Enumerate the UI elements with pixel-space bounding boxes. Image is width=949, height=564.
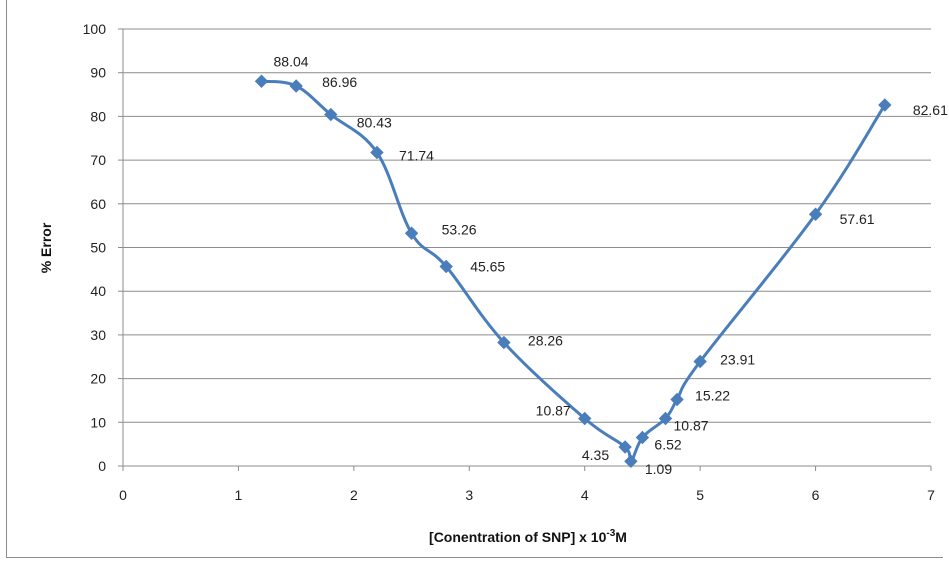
data-markers bbox=[254, 74, 892, 468]
data-point-marker bbox=[658, 411, 673, 426]
y-tick-label: 50 bbox=[90, 240, 106, 256]
data-point-marker bbox=[808, 207, 823, 221]
data-label: 71.74 bbox=[399, 147, 434, 163]
x-tick-label: 3 bbox=[465, 487, 473, 503]
y-tick-labels: 0 10 20 30 40 50 60 70 80 90 100 bbox=[83, 21, 107, 474]
data-point-marker bbox=[254, 74, 269, 88]
data-point-marker bbox=[404, 226, 419, 240]
x-tick-label: 0 bbox=[119, 487, 127, 503]
y-tick-label: 100 bbox=[83, 21, 107, 37]
axes bbox=[118, 28, 932, 471]
data-point-marker bbox=[497, 335, 511, 350]
series-line bbox=[261, 79, 887, 463]
x-tick-label: 5 bbox=[696, 487, 704, 503]
data-point-marker bbox=[370, 145, 384, 160]
y-tick-label: 40 bbox=[90, 283, 106, 299]
data-point-marker bbox=[693, 354, 707, 369]
x-tick-labels: 0 1 2 3 4 5 6 7 bbox=[119, 487, 935, 503]
x-tick-label: 1 bbox=[235, 487, 243, 503]
x-axis-title-prefix: [Conentration of SNP] x 10 bbox=[429, 529, 607, 545]
y-axis-title: % Error bbox=[38, 222, 54, 273]
data-label: 45.65 bbox=[470, 259, 505, 275]
gridlines bbox=[123, 28, 931, 467]
y-tick-label: 20 bbox=[90, 371, 106, 387]
y-tick-label: 60 bbox=[90, 196, 106, 212]
data-label: 82.61 bbox=[913, 102, 948, 118]
data-label: 10.87 bbox=[536, 402, 571, 418]
data-label: 57.61 bbox=[840, 211, 875, 227]
data-point-marker bbox=[618, 440, 632, 454]
y-tick-label: 10 bbox=[90, 414, 106, 430]
data-point-marker bbox=[635, 430, 650, 445]
y-tick-label: 0 bbox=[98, 458, 106, 474]
data-label: 23.91 bbox=[720, 352, 755, 368]
data-point-marker bbox=[670, 392, 684, 407]
data-point-marker bbox=[624, 454, 638, 468]
y-tick-label: 90 bbox=[90, 65, 106, 81]
data-label: 4.35 bbox=[582, 447, 609, 463]
data-point-marker bbox=[878, 98, 892, 112]
data-label: 80.43 bbox=[357, 115, 392, 131]
x-axis-title: [Conentration of SNP] x 10-3M bbox=[429, 528, 627, 545]
data-label: 1.09 bbox=[645, 461, 672, 477]
data-label: 86.96 bbox=[322, 74, 357, 90]
data-label: 88.04 bbox=[274, 53, 309, 69]
data-label: 53.26 bbox=[442, 221, 477, 237]
data-point-marker bbox=[324, 107, 338, 122]
data-label: 28.26 bbox=[528, 333, 563, 349]
chart-frame bbox=[6, 0, 943, 558]
data-label: 6.52 bbox=[654, 437, 681, 453]
data-labels: 88.04 86.96 80.43 71.74 53.26 45.65 28.26 10.87… bbox=[274, 53, 949, 477]
x-tick-label: 2 bbox=[350, 487, 358, 503]
y-tick-label: 70 bbox=[90, 152, 106, 168]
x-axis-title-superscript: -3 bbox=[606, 528, 615, 539]
data-label: 15.22 bbox=[695, 387, 730, 403]
data-point-marker bbox=[439, 259, 453, 274]
x-axis-title-suffix: M bbox=[615, 529, 627, 545]
data-point-marker bbox=[289, 79, 303, 93]
x-tick-label: 6 bbox=[812, 487, 820, 503]
y-tick-label: 80 bbox=[90, 108, 106, 124]
x-tick-label: 4 bbox=[581, 487, 589, 503]
y-tick-label: 30 bbox=[90, 327, 106, 343]
data-label: 10.87 bbox=[674, 417, 709, 433]
x-tick-label: 7 bbox=[927, 487, 935, 503]
data-point-marker bbox=[578, 411, 592, 426]
